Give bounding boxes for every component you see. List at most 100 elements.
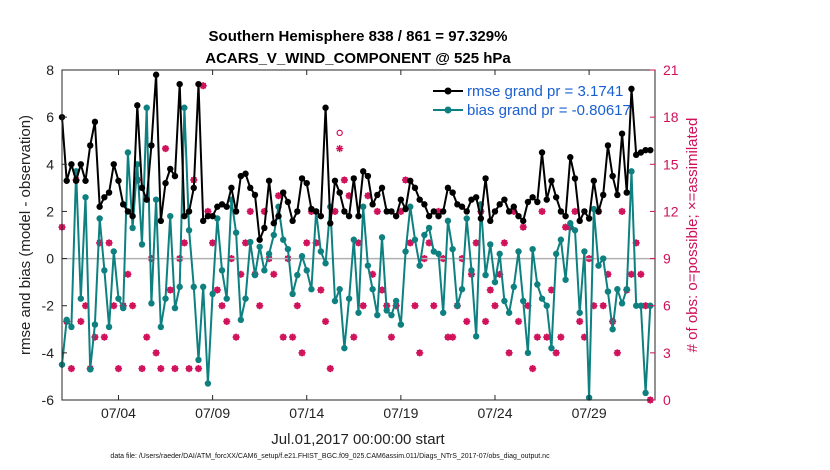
- bias-point: [392, 297, 400, 305]
- rmse-point: [557, 208, 565, 215]
- obs-assimilated-marker: [143, 333, 151, 341]
- rmse-point: [345, 212, 353, 220]
- rmse-point: [472, 194, 480, 201]
- obs-assimilated-marker: [223, 317, 231, 326]
- rmse-point: [143, 196, 150, 203]
- rmse-point: [185, 208, 193, 215]
- rmse-point: [383, 208, 390, 215]
- obs-assimilated-marker: [194, 364, 203, 373]
- bias-point: [247, 238, 254, 246]
- obs-assimilated-marker: [481, 317, 490, 326]
- bias-point: [63, 316, 70, 324]
- rmse-point: [115, 177, 122, 184]
- rmse-point: [458, 203, 466, 210]
- y2-tick-label: 0: [663, 392, 671, 408]
- rmse-point: [482, 175, 489, 182]
- obs-assimilated-marker: [279, 333, 287, 341]
- obs-assimilated-stroke: [105, 239, 113, 246]
- bias-point: [204, 380, 212, 387]
- bias-point: [440, 309, 447, 316]
- rmse-point: [614, 191, 621, 199]
- rmse-point: [623, 189, 630, 196]
- obs-assimilated-stroke: [538, 208, 546, 215]
- bias-point: [552, 250, 560, 258]
- bias-point: [449, 245, 456, 253]
- rmse-point: [538, 149, 546, 156]
- obs-assimilated-stroke: [506, 349, 513, 356]
- obs-assimilated-marker: [105, 239, 113, 247]
- bias-point: [472, 333, 480, 340]
- y2-tick-label: 9: [663, 251, 671, 267]
- bias-point: [378, 234, 386, 241]
- bias-point: [571, 227, 579, 234]
- obs-assimilated-stroke: [214, 286, 221, 294]
- rmse-point: [176, 80, 183, 88]
- rmse-point: [303, 179, 310, 187]
- obs-assimilated-stroke: [614, 349, 621, 356]
- bias-point: [124, 149, 132, 156]
- rmse-point: [440, 208, 447, 215]
- rmse-point: [134, 102, 141, 109]
- obs-assimilated-stroke: [482, 318, 489, 325]
- obs-assimilated-stroke: [378, 286, 386, 294]
- rmse-point: [294, 208, 301, 215]
- rmse-point: [618, 130, 626, 137]
- rmse-point: [487, 217, 494, 225]
- x-tick-label: 07/29: [572, 405, 607, 421]
- rmse-point: [275, 212, 282, 220]
- obs-assimilated-marker: [274, 192, 283, 200]
- bias-point: [162, 295, 169, 302]
- y-axis-label: rmse and bias (model - observation): [17, 115, 34, 355]
- obs-assimilated-stroke: [270, 271, 277, 278]
- rmse-point: [289, 217, 296, 225]
- bias-point: [157, 323, 165, 331]
- bias-point: [303, 267, 310, 274]
- obs-assimilated-marker: [331, 207, 339, 216]
- bias-point: [355, 309, 362, 316]
- bias-point: [360, 203, 367, 210]
- rmse-point: [576, 217, 583, 225]
- obs-assimilated-stroke: [162, 145, 169, 152]
- rmse-point: [105, 189, 113, 196]
- rmse-point: [82, 177, 89, 184]
- rmse-point: [190, 184, 197, 192]
- x-tick-label: 07/04: [101, 405, 136, 421]
- rmse-point: [350, 175, 357, 182]
- bias-point: [270, 231, 277, 239]
- bias-point: [82, 194, 89, 201]
- obs-assimilated-stroke: [101, 334, 108, 341]
- rmse-point: [119, 201, 127, 208]
- obs-assimilated-stroke: [317, 286, 324, 294]
- obs-assimilated-marker: [514, 317, 523, 326]
- bias-point: [115, 295, 122, 302]
- obs-assimilated-marker: [533, 333, 541, 341]
- bias-point: [345, 295, 353, 302]
- bias-point: [91, 321, 99, 328]
- rmse-point: [209, 212, 216, 220]
- bias-point: [505, 309, 513, 316]
- obs-assimilated-stroke: [576, 318, 583, 325]
- y-tick-label: 0: [46, 251, 54, 267]
- obs-assimilated-stroke: [411, 302, 419, 309]
- rmse-point: [195, 80, 202, 88]
- obs-assimilated-stroke: [143, 334, 150, 341]
- y2-tick-label: 15: [663, 156, 679, 172]
- bias-point: [600, 255, 607, 262]
- obs-assimilated-marker: [293, 302, 301, 310]
- obs-assimilated-stroke: [82, 302, 89, 309]
- y-tick-label: 2: [46, 203, 54, 219]
- bias-point: [397, 321, 405, 328]
- rmse-point: [265, 177, 273, 184]
- obs-assimilated-stroke: [553, 349, 560, 356]
- y-tick-label: -4: [42, 345, 55, 361]
- bias-point: [294, 271, 301, 279]
- rmse-point: [228, 184, 235, 192]
- obs-assimilated-marker: [77, 317, 85, 326]
- bias-point: [77, 295, 85, 302]
- obs-assimilated-stroke: [515, 318, 522, 325]
- obs-assimilated-stroke: [110, 302, 117, 309]
- obs-assimilated-stroke: [444, 334, 452, 341]
- obs-assimilated-marker: [354, 239, 363, 247]
- rmse-point: [529, 194, 536, 201]
- obs-assimilated-stroke: [115, 365, 122, 372]
